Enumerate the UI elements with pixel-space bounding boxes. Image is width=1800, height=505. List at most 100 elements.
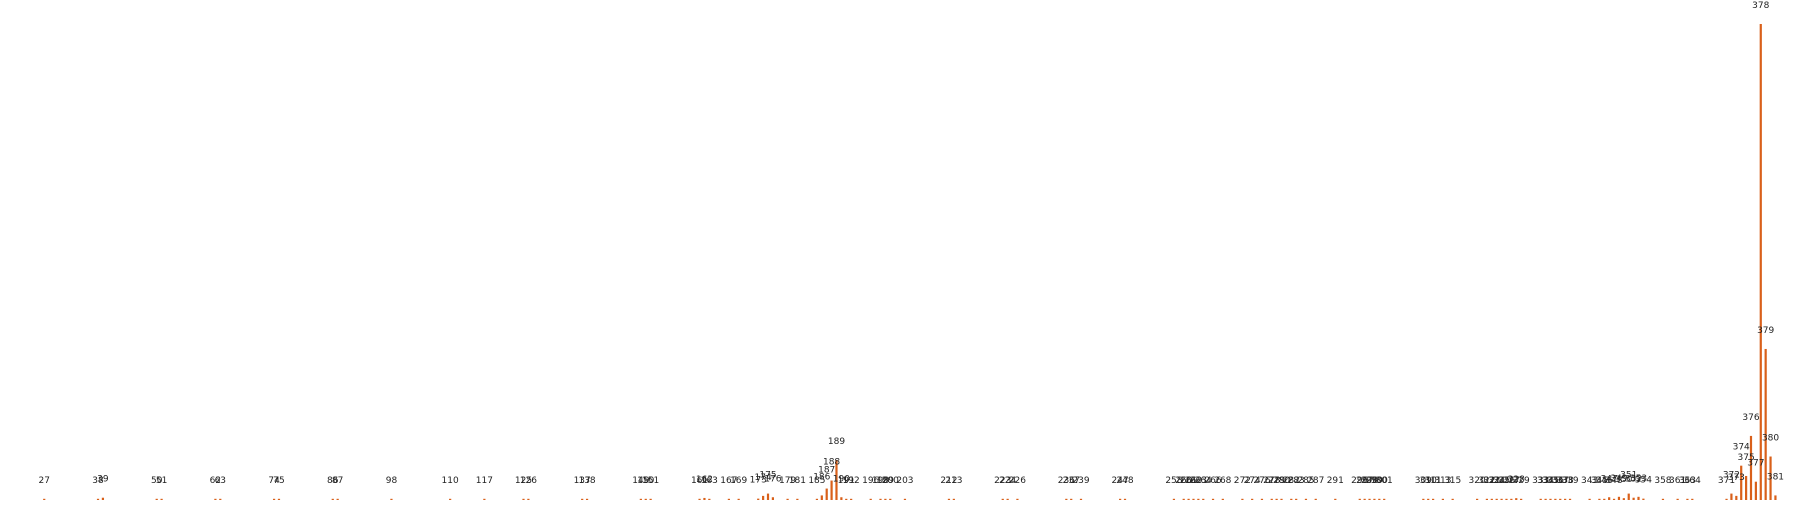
bar-364	[1691, 498, 1694, 500]
bar-179	[786, 498, 789, 500]
bar-label-296: 296	[1351, 476, 1368, 486]
bar-338	[1564, 498, 1567, 500]
bar-label-301: 301	[1376, 476, 1393, 486]
bar-345	[1598, 498, 1601, 500]
bar-280	[1280, 498, 1283, 500]
bar-label-358: 358	[1654, 476, 1671, 486]
bar-label-150: 150	[637, 476, 654, 486]
bar-173	[757, 498, 760, 500]
bar-label-310: 310	[1420, 476, 1437, 486]
bar-label-375: 375	[1738, 453, 1755, 463]
bar-348	[1612, 498, 1616, 500]
bar-label-352: 352	[1625, 475, 1642, 485]
bar-label-287: 287	[1307, 476, 1324, 486]
bar-374	[1740, 465, 1743, 500]
bar-label-374: 374	[1733, 443, 1750, 453]
bar-label-381: 381	[1767, 472, 1784, 482]
bar-label-263: 263	[1190, 476, 1207, 486]
bar-86	[331, 498, 334, 500]
bar-label-125: 125	[515, 476, 532, 486]
bar-333	[1539, 498, 1542, 500]
bar-label-203: 203	[896, 476, 913, 486]
bar-353	[1637, 496, 1640, 500]
bar-label-333: 333	[1532, 476, 1549, 486]
bar-74	[272, 498, 276, 500]
bar-label-75: 75	[273, 476, 284, 486]
bar-192	[850, 498, 853, 500]
bar-label-373: 373	[1728, 473, 1745, 483]
bar-label-313: 313	[1434, 476, 1451, 486]
bar-label-323: 323	[1483, 476, 1500, 486]
bar-137	[581, 498, 584, 500]
bar-label-110: 110	[442, 476, 459, 486]
bar-label-27: 27	[39, 476, 50, 486]
bar-354	[1642, 498, 1645, 500]
bar-label-345: 345	[1591, 476, 1608, 486]
bar-label-169: 169	[730, 476, 747, 486]
bar-98	[390, 498, 393, 500]
bar-label-176: 176	[764, 474, 781, 484]
bar-247	[1119, 498, 1122, 500]
bar-label-378: 378	[1752, 1, 1769, 11]
bar-352	[1632, 497, 1635, 500]
bar-label-149: 149	[632, 476, 649, 486]
bar-274	[1251, 498, 1254, 500]
bar-label-223: 223	[994, 476, 1011, 486]
bar-226	[1016, 498, 1019, 500]
bar-326	[1505, 498, 1508, 500]
bar-62	[214, 498, 217, 500]
bar-335	[1549, 498, 1552, 500]
bar-236	[1065, 498, 1068, 500]
bar-label-334: 334	[1537, 476, 1554, 486]
bar-label-279: 279	[1268, 476, 1285, 486]
bar-series	[43, 24, 1777, 500]
bar-297	[1363, 498, 1366, 500]
bar-237	[1070, 498, 1073, 500]
bar-label-63: 63	[215, 476, 226, 486]
bar-191	[845, 498, 848, 500]
bar-175	[766, 493, 770, 500]
bar-212	[947, 498, 951, 500]
bar-278	[1270, 498, 1273, 500]
bar-176	[771, 497, 774, 500]
bar-334	[1544, 498, 1547, 500]
bar-label-185: 185	[808, 476, 825, 486]
bar-224	[1006, 498, 1009, 500]
bar-label-266: 266	[1204, 476, 1221, 486]
bar-label-190: 190	[833, 474, 850, 484]
bar-264	[1202, 498, 1205, 500]
bar-label-299: 299	[1366, 476, 1383, 486]
bar-337	[1559, 498, 1562, 500]
bar-372	[1730, 493, 1733, 500]
bar-label-181: 181	[789, 476, 806, 486]
bar-203	[903, 498, 907, 500]
bar-343	[1588, 498, 1591, 500]
bar-label-262: 262	[1185, 476, 1202, 486]
bar-label-338: 338	[1557, 476, 1574, 486]
bar-label-282: 282	[1283, 476, 1300, 486]
bar-label-376: 376	[1742, 413, 1759, 423]
bar-label-361: 361	[1669, 476, 1686, 486]
bar-38	[96, 498, 100, 500]
bar-283	[1295, 498, 1298, 500]
bar-label-74: 74	[268, 476, 280, 486]
bar-63	[219, 498, 222, 500]
bar-301	[1383, 498, 1386, 500]
bar-268	[1221, 498, 1224, 500]
bar-label-98: 98	[386, 476, 398, 486]
bar-label-329: 329	[1513, 476, 1530, 486]
bar-label-328: 328	[1508, 475, 1525, 485]
bar-label-300: 300	[1371, 476, 1388, 486]
bar-label-324: 324	[1488, 476, 1505, 486]
bar-label-285: 285	[1297, 476, 1314, 486]
bar-358	[1661, 498, 1665, 500]
bar-188	[830, 480, 833, 500]
bar-label-274: 274	[1244, 476, 1261, 486]
bar-378	[1759, 24, 1762, 500]
bar-label-173: 173	[750, 476, 767, 486]
bar-label-348: 348	[1605, 476, 1622, 486]
bar-label-258: 258	[1165, 476, 1182, 486]
bar-label-353: 353	[1630, 474, 1647, 484]
